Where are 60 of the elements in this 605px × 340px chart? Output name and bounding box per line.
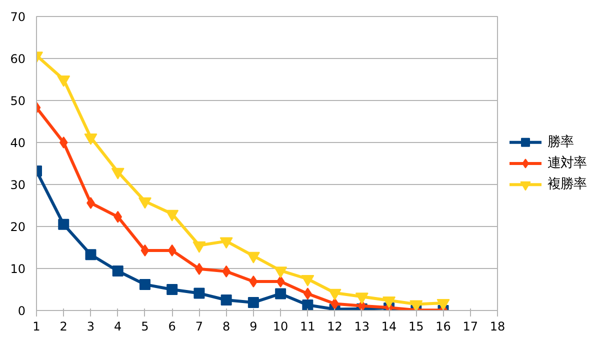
x-tick-label: 8 [222, 320, 230, 334]
y-tick-label: 50 [10, 94, 26, 108]
point [410, 300, 423, 310]
point [328, 288, 342, 300]
point [140, 244, 150, 256]
point [248, 297, 259, 308]
point [139, 278, 150, 290]
point [166, 284, 178, 295]
point [220, 237, 233, 249]
x-tick-label: 5 [141, 320, 149, 334]
y-tick-label: 10 [10, 262, 26, 276]
x-tick-label: 2 [60, 320, 68, 334]
point [249, 276, 258, 288]
legend-label: 複勝率 [548, 176, 586, 192]
point [84, 133, 98, 145]
x-tick-label: 14 [381, 320, 397, 334]
y-tick-label: 60 [10, 52, 26, 66]
point [355, 292, 368, 304]
x-tick-label: 17 [462, 320, 478, 334]
y-tick-label: 20 [10, 220, 26, 234]
x-tick-label: 6 [168, 320, 176, 334]
point [276, 276, 285, 288]
x-tick-label: 7 [195, 320, 204, 334]
x-tick-label: 13 [354, 320, 370, 334]
point [166, 210, 179, 222]
y-tick-label: 70 [10, 10, 26, 24]
y-tick-label: 40 [10, 136, 26, 150]
point [59, 136, 68, 148]
x-tick-label: 11 [300, 320, 316, 334]
y-tick-label: 30 [10, 178, 26, 192]
point [58, 218, 70, 230]
x-tick-label: 1 [32, 320, 40, 334]
point [57, 76, 70, 87]
point [220, 294, 232, 306]
point [112, 266, 124, 277]
point [275, 288, 286, 300]
point [168, 244, 176, 256]
point [246, 252, 260, 264]
point [111, 168, 124, 180]
point [194, 288, 205, 299]
point [301, 275, 314, 286]
x-tick-label: 9 [250, 320, 258, 334]
x-tick-label: 3 [86, 320, 95, 334]
x-tick-label: 12 [327, 320, 342, 334]
point [114, 210, 122, 223]
point [85, 249, 96, 260]
point [138, 197, 152, 209]
point [274, 266, 288, 278]
point [192, 241, 206, 253]
x-tick-label: 15 [408, 320, 424, 334]
point [302, 300, 314, 310]
x-tick-label: 4 [114, 320, 122, 334]
legend-label: 勝率 [548, 134, 574, 150]
point [436, 298, 450, 310]
x-tick-label: 10 [272, 320, 288, 334]
x-tick-label: 16 [436, 320, 451, 334]
point [382, 296, 396, 308]
y-tick-label: 0 [18, 304, 26, 318]
legend-label: 連対率 [548, 155, 586, 171]
x-tick-label: 18 [490, 320, 506, 334]
